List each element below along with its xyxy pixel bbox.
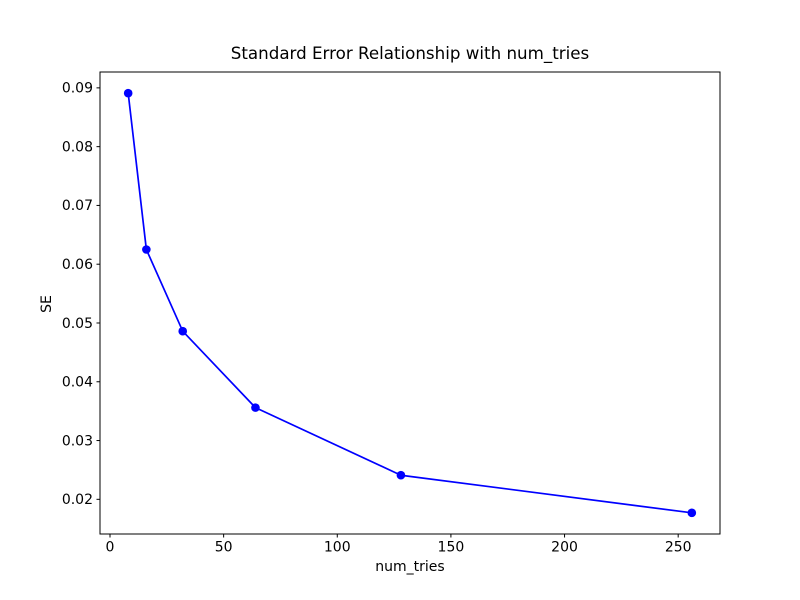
data-point <box>396 470 406 480</box>
y-tick-label: 0.05 <box>62 316 93 332</box>
y-tick-label: 0.08 <box>62 139 93 155</box>
data-point <box>178 326 188 336</box>
data-point <box>687 508 697 518</box>
y-tick-label: 0.02 <box>62 492 93 508</box>
y-tick-label: 0.04 <box>62 375 93 391</box>
x-tick-label: 250 <box>665 540 692 556</box>
data-point <box>142 245 151 254</box>
data-point <box>123 88 133 98</box>
se-line <box>127 92 693 514</box>
x-axis-label: num_tries <box>375 559 445 575</box>
x-tick-label: 200 <box>551 540 578 556</box>
axes-spines <box>99 71 721 535</box>
x-tick-label: 50 <box>215 540 233 556</box>
x-tick-label: 0 <box>106 540 115 556</box>
y-tick-label: 0.07 <box>62 198 93 214</box>
y-tick-label: 0.06 <box>62 257 93 273</box>
x-tick-label: 100 <box>324 540 351 556</box>
x-tick-label: 150 <box>438 540 465 556</box>
y-tick-label: 0.03 <box>62 433 93 449</box>
chart-title: Standard Error Relationship with num_tri… <box>230 43 590 63</box>
data-point <box>251 403 260 412</box>
y-tick-label: 0.09 <box>62 81 93 97</box>
